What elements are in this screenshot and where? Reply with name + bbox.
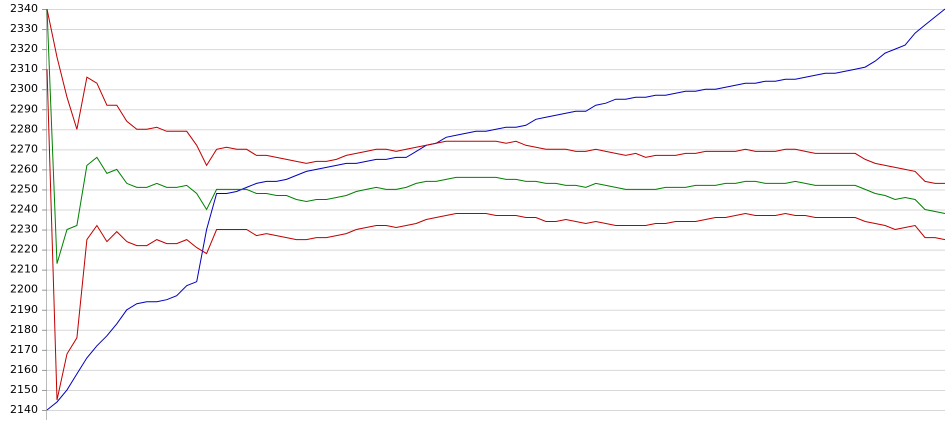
y-tick-label: 2140 — [10, 403, 38, 416]
series-line — [46, 8, 945, 184]
y-tick-label: 2270 — [10, 142, 38, 155]
y-tick-label: 2240 — [10, 203, 38, 216]
y-tick-label: 2260 — [10, 162, 38, 175]
y-tick-label: 2320 — [10, 42, 38, 55]
y-tick-label: 2150 — [10, 383, 38, 396]
series-line — [46, 8, 946, 411]
y-tick-label: 2180 — [10, 323, 38, 336]
y-tick-label: 2190 — [10, 303, 38, 316]
y-tick-label: 2330 — [10, 22, 38, 35]
y-tick-label: 2160 — [10, 363, 38, 376]
y-tick-label: 2230 — [10, 223, 38, 236]
y-tick-label: 2170 — [10, 343, 38, 356]
y-tick-label: 2200 — [10, 283, 38, 296]
series-line — [46, 69, 946, 401]
y-tick-label: 2280 — [10, 122, 38, 135]
y-tick-label: 2310 — [10, 62, 38, 75]
series-line — [46, 8, 946, 264]
y-tick-label: 2300 — [10, 82, 38, 95]
y-tick-label: 2250 — [10, 182, 38, 195]
y-tick-label: 2210 — [10, 263, 38, 276]
y-tick-label: 2220 — [10, 243, 38, 256]
y-tick-label: 2340 — [10, 2, 38, 15]
y-tick-label: 2290 — [10, 102, 38, 115]
